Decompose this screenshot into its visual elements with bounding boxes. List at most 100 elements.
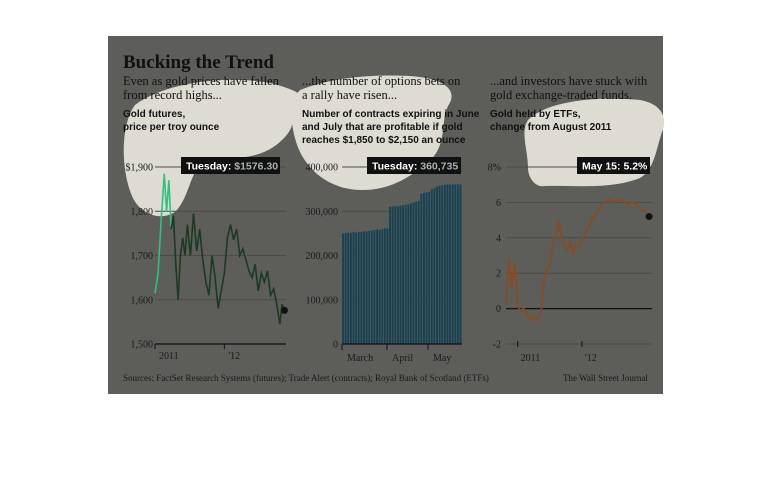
svg-text:Tuesday: 360,735: Tuesday: 360,735 bbox=[372, 161, 458, 173]
options-contracts-bar bbox=[438, 185, 441, 345]
gold-futures-y-tick-label: 1,500 bbox=[131, 340, 154, 351]
options-contracts-bar bbox=[365, 231, 368, 345]
options-contracts-callout-label: Tuesday: bbox=[372, 161, 417, 173]
publisher-credit: The Wall Street Journal bbox=[563, 373, 648, 383]
options-contracts-bar bbox=[394, 205, 397, 345]
etf-holdings-callout-value: 5.2% bbox=[623, 161, 648, 173]
options-contracts-chart: 0 100,000 200,000 300,000 400,000 March April… bbox=[306, 157, 462, 364]
etf-holdings-x-tick-label: '12 bbox=[585, 353, 597, 364]
gold-futures-y-tick-label: 1,600 bbox=[131, 295, 154, 306]
graphic-title: Bucking the Trend bbox=[123, 52, 274, 73]
etf-holdings-x-tick-label: 2011 bbox=[521, 353, 541, 364]
section-intro-gold: Even as gold prices have fallen from rec… bbox=[123, 74, 279, 102]
svg-text:Tuesday: $1576.30: Tuesday: $1576.30 bbox=[186, 161, 278, 173]
options-contracts-bar bbox=[391, 206, 394, 345]
options-contracts-bar bbox=[357, 231, 361, 345]
options-contracts-bars bbox=[341, 183, 462, 345]
gold-futures-callout-label: Tuesday: bbox=[186, 161, 231, 173]
options-contracts-y-tick-label: 300,000 bbox=[306, 207, 339, 218]
options-contracts-y-tick-label: 400,000 bbox=[306, 163, 339, 174]
subtitle-gold: Gold futures, price per troy ounce bbox=[123, 109, 220, 133]
options-contracts-bar bbox=[373, 229, 376, 345]
etf-holdings-y-tick-label: 2 bbox=[496, 269, 501, 280]
options-contracts-bar bbox=[417, 200, 421, 345]
gold-futures-callout-value: $1576.30 bbox=[234, 161, 278, 173]
options-contracts-bar bbox=[440, 184, 444, 345]
options-contracts-x-tick-label: May bbox=[433, 353, 451, 364]
options-contracts-y-tick-label: 100,000 bbox=[306, 295, 339, 306]
etf-holdings-y-tick-label: 8% bbox=[488, 163, 501, 174]
options-contracts-bar bbox=[427, 191, 431, 345]
options-contracts-bar bbox=[399, 205, 402, 345]
gold-futures-line bbox=[170, 213, 286, 325]
options-contracts-bar bbox=[459, 184, 462, 345]
gold-futures-y-tick-label: 1,800 bbox=[131, 207, 154, 218]
options-contracts-bar bbox=[383, 227, 387, 345]
options-contracts-bar bbox=[435, 186, 439, 345]
gold-futures-y-tick-label: 1,700 bbox=[131, 251, 154, 262]
options-contracts-bar bbox=[456, 184, 460, 345]
options-contracts-bar bbox=[430, 188, 434, 345]
options-contracts-bar bbox=[347, 232, 350, 345]
options-contracts-bar bbox=[446, 184, 449, 345]
options-contracts-callout: Tuesday: 360,735 bbox=[367, 157, 461, 174]
options-contracts-bar bbox=[412, 202, 415, 345]
options-contracts-x-tick-label: March bbox=[347, 353, 373, 364]
etf-holdings-callout: May 15: 5.2% bbox=[577, 157, 650, 174]
options-contracts-bar bbox=[407, 204, 410, 345]
options-contracts-bar bbox=[420, 193, 423, 345]
options-contracts-bar bbox=[362, 231, 366, 345]
options-contracts-callout-box bbox=[367, 157, 461, 174]
etf-holdings-end-marker bbox=[645, 213, 653, 221]
etf-holdings-y-tick-label: 4 bbox=[496, 233, 501, 244]
gold-futures-callout: Tuesday: $1576.30 bbox=[181, 157, 280, 174]
sources-note: Sources: FactSet Research Systems (futur… bbox=[123, 373, 489, 383]
etf-holdings-y-tick-label: 6 bbox=[496, 198, 501, 209]
options-contracts-x-axis: March April May bbox=[341, 343, 462, 364]
etf-holdings-series bbox=[505, 197, 653, 323]
etf-holdings-chart: -2 0 2 4 6 8% 2011 '12 May 15: 5.2% bbox=[488, 157, 653, 364]
options-contracts-x-tick-label: April bbox=[392, 353, 413, 364]
section-intro-etf: ...and investors have stuck with gold ex… bbox=[490, 74, 648, 102]
options-contracts-bar bbox=[352, 231, 355, 345]
options-contracts-bar bbox=[354, 232, 358, 345]
options-contracts-bar bbox=[409, 203, 413, 345]
etf-holdings-line bbox=[505, 197, 650, 323]
gold-futures-series bbox=[154, 173, 288, 325]
etf-holdings-y-tick-label: 0 bbox=[496, 304, 501, 315]
options-contracts-bar bbox=[344, 232, 347, 345]
options-contracts-bar bbox=[360, 231, 363, 345]
options-contracts-y-tick-label: 0 bbox=[333, 340, 338, 351]
options-contracts-bar bbox=[367, 230, 371, 345]
options-contracts-y-tick-label: 200,000 bbox=[306, 251, 339, 262]
gold-futures-end-marker bbox=[280, 306, 288, 314]
options-contracts-bar bbox=[422, 192, 426, 345]
options-contracts-bar bbox=[388, 206, 392, 345]
options-contracts-bar bbox=[404, 204, 407, 345]
options-contracts-bar bbox=[378, 229, 381, 345]
options-contracts-bar bbox=[454, 184, 457, 345]
subtitle-etf: Gold held by ETFs, change from August 20… bbox=[490, 109, 612, 133]
options-contracts-bar bbox=[433, 188, 436, 345]
gold-futures-callout-box bbox=[181, 157, 280, 174]
gold-futures-x-axis: 2011 '12 bbox=[154, 343, 286, 362]
gold-futures-y-tick-label: $1,900 bbox=[126, 163, 154, 174]
gold-futures-x-tick-label: 2011 bbox=[159, 351, 179, 362]
options-contracts-bar bbox=[451, 183, 454, 345]
options-contracts-bar bbox=[443, 184, 447, 345]
options-contracts-bar bbox=[401, 204, 405, 345]
etf-holdings-callout-box bbox=[577, 157, 650, 174]
etf-holdings-y-axis: -2 0 2 4 6 8% bbox=[488, 163, 652, 351]
svg-text:May 15: 5.2%: May 15: 5.2% bbox=[582, 161, 648, 173]
options-contracts-bar bbox=[425, 192, 428, 345]
gold-futures-x-tick-label: '12 bbox=[228, 351, 240, 362]
options-contracts-bar bbox=[375, 229, 379, 345]
options-contracts-callout-value: 360,735 bbox=[420, 161, 458, 173]
options-contracts-bar bbox=[386, 228, 389, 345]
subtitle-options: Number of contracts expiring in June and… bbox=[302, 109, 480, 146]
options-contracts-bar bbox=[349, 232, 353, 345]
etf-holdings-y-tick-label: -2 bbox=[493, 340, 501, 351]
options-contracts-bar bbox=[380, 228, 384, 345]
section-intro-options: ...the number of options bets on a rally… bbox=[302, 74, 461, 102]
